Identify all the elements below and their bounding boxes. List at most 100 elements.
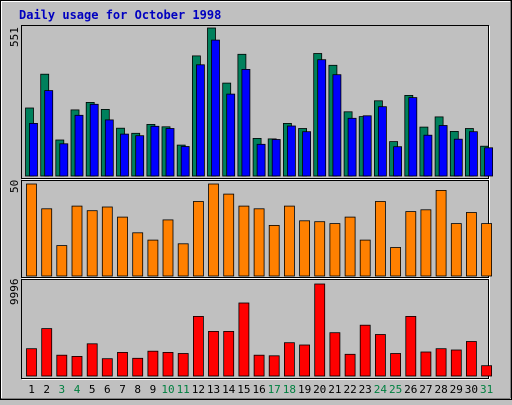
kbytes-bar <box>162 219 174 277</box>
visits-bar <box>405 315 417 377</box>
files-bar <box>150 125 160 177</box>
x-tick-label: 21 <box>328 383 341 396</box>
x-tick-label: 27 <box>419 383 432 396</box>
files-bar <box>120 133 129 177</box>
kbytes-bar <box>238 205 250 277</box>
x-tick-label: 7 <box>119 383 126 396</box>
visits-bar <box>450 349 462 377</box>
kbytes-bar <box>71 205 83 277</box>
x-tick-label: 19 <box>298 383 311 396</box>
files-bar <box>256 143 266 177</box>
x-tick-label: 6 <box>104 383 111 396</box>
x-tick-label: 11 <box>177 383 190 396</box>
x-tick-label: 24 <box>374 383 388 396</box>
visits-bar <box>465 341 477 377</box>
files-bar <box>104 119 114 177</box>
visits-bar <box>238 302 250 377</box>
x-tick-label: 23 <box>359 383 372 396</box>
visits-bar <box>132 357 144 377</box>
kbytes-bar <box>450 223 462 277</box>
visits-bar <box>208 330 219 377</box>
kbytes-bar <box>283 205 295 277</box>
visits-bar <box>56 354 68 377</box>
files-bar <box>423 134 433 177</box>
visits-bar <box>314 283 326 377</box>
x-tick-label: 12 <box>192 383 205 396</box>
visits-bar <box>101 358 113 377</box>
x-tick-label: 18 <box>283 383 296 396</box>
visits-bar <box>299 344 311 377</box>
files-bar <box>286 125 296 177</box>
x-tick-label: 5 <box>89 383 96 396</box>
files-bar <box>74 114 84 177</box>
visits-bar <box>71 355 83 377</box>
kbytes-bar <box>420 209 432 277</box>
x-tick-label: 26 <box>404 383 417 396</box>
panel-bottom-frame <box>21 279 489 379</box>
files-bar <box>347 117 357 177</box>
kbytes-bar <box>329 223 341 277</box>
files-bar <box>241 69 251 177</box>
kbytes-bar <box>435 189 447 277</box>
x-tick-label: 31 <box>480 383 493 396</box>
kbytes-bar <box>344 216 356 277</box>
kbytes-bar <box>101 206 113 277</box>
x-tick-label: 20 <box>313 383 326 396</box>
panel-top-frame <box>21 25 489 179</box>
visits-bar <box>268 355 280 377</box>
kbytes-bar <box>147 239 159 277</box>
kbytes-bar <box>253 208 265 277</box>
visits-bar <box>192 315 204 377</box>
x-tick-label: 16 <box>252 383 265 396</box>
visits-bar <box>481 365 493 377</box>
x-tick-label: 25 <box>389 383 402 396</box>
visits-bar <box>41 328 53 377</box>
kbytes-bar <box>56 245 68 277</box>
kbytes-bar <box>374 201 386 277</box>
bars-layer <box>25 27 494 377</box>
files-bar <box>44 90 54 177</box>
x-tick-label: 22 <box>343 383 356 396</box>
visits-bar <box>26 348 37 377</box>
kbytes-bar <box>177 243 189 277</box>
visits-bar <box>420 351 432 377</box>
visits-bar <box>117 351 128 377</box>
x-tick-label: 15 <box>237 383 250 396</box>
visits-bar <box>86 343 98 377</box>
visits-bar <box>283 342 295 377</box>
files-bar <box>453 138 463 177</box>
visits-bar <box>390 353 402 377</box>
files-bar <box>271 139 281 177</box>
x-tick-label: 10 <box>161 383 174 396</box>
visits-bar <box>435 348 447 377</box>
visits-bar <box>162 351 174 377</box>
files-bar <box>468 131 478 177</box>
files-bar <box>408 97 418 177</box>
chart-title: Daily usage for October 1998 <box>19 8 221 22</box>
visits-bar <box>177 353 189 377</box>
files-bar <box>377 106 387 177</box>
x-tick-label: 2 <box>43 383 50 396</box>
kbytes-bar <box>26 183 37 277</box>
kbytes-bar <box>268 224 280 277</box>
bottom-panel-ylabel: 9996 <box>8 279 21 306</box>
files-bar <box>211 39 220 177</box>
files-bar <box>180 146 190 177</box>
kbytes-bar <box>223 193 235 277</box>
files-bar <box>438 125 448 177</box>
files-bar <box>59 143 69 177</box>
x-tick-label: 29 <box>450 383 463 396</box>
x-tick-label: 13 <box>207 383 220 396</box>
visits-bar <box>359 324 371 377</box>
files-bar <box>89 103 99 177</box>
kbytes-bar <box>314 221 326 277</box>
kbytes-bar <box>405 211 417 277</box>
files-bar <box>195 64 205 177</box>
visits-bar <box>329 332 341 377</box>
visits-bar <box>344 353 356 377</box>
kbytes-bar <box>299 220 311 277</box>
top-panel-ylabel: 551 <box>8 27 21 47</box>
files-bar <box>165 128 175 177</box>
